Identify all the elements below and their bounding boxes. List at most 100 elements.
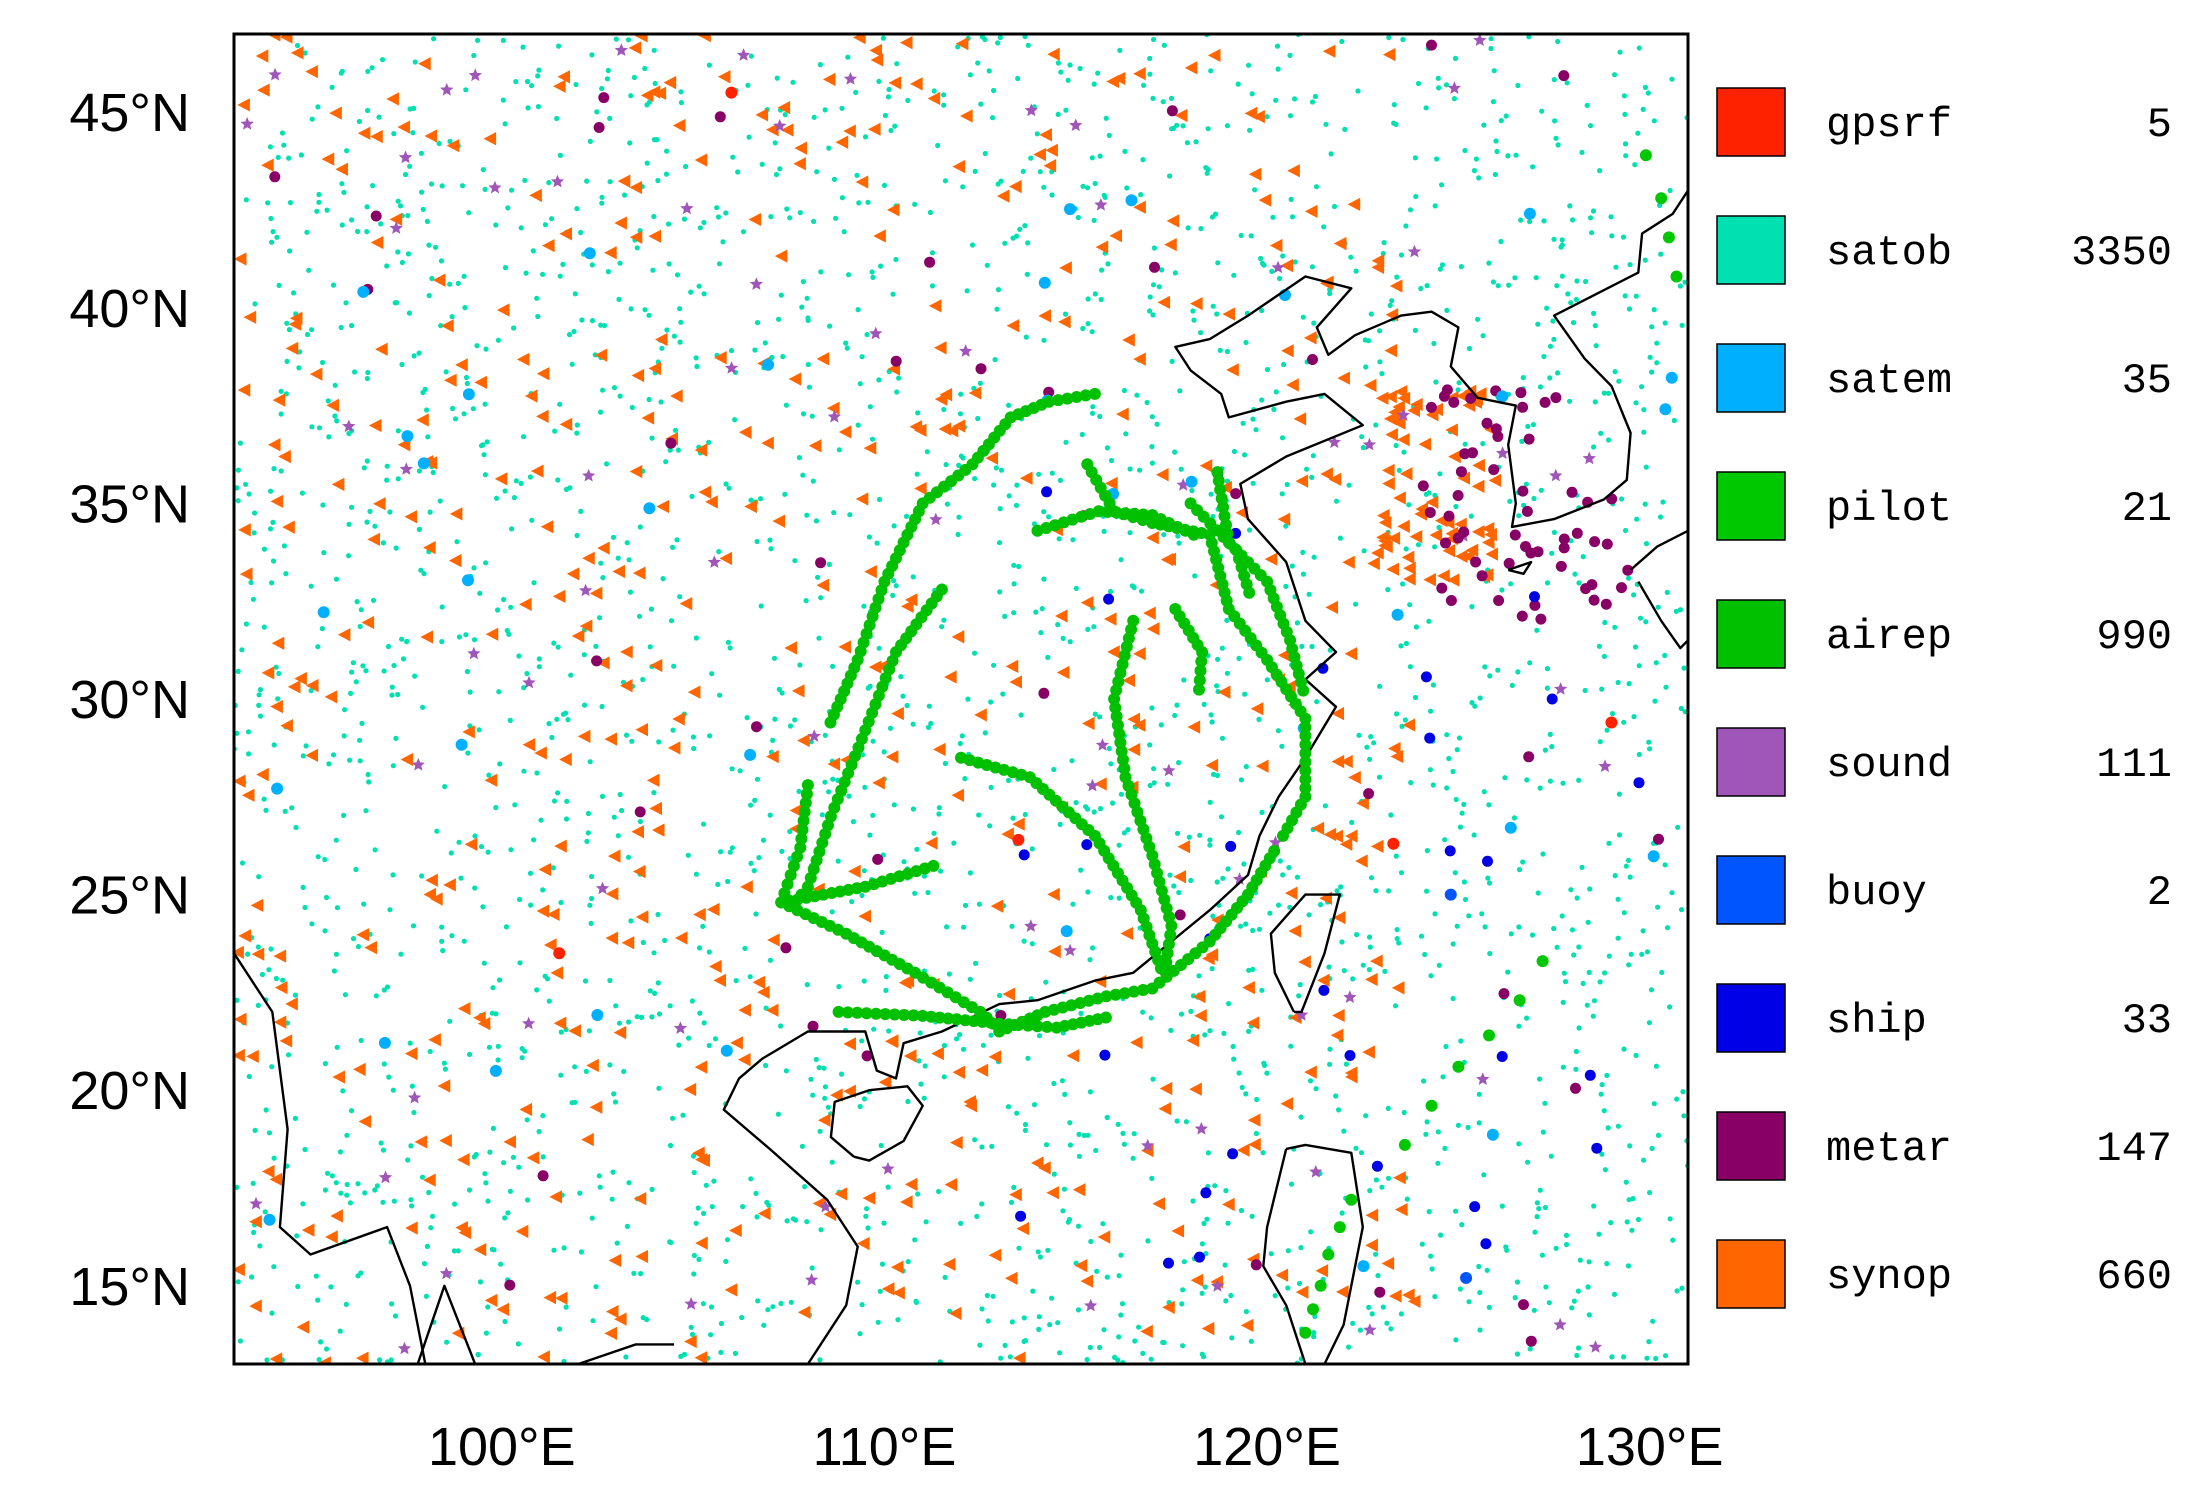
satob-dot [718,1320,725,1327]
satob-dot [846,272,852,278]
satob-dot [554,716,560,722]
satob-dot [1621,910,1627,916]
satob-dot [1075,214,1081,221]
sound-star [680,201,694,215]
metar-dot [1515,387,1527,399]
satob-dot [964,288,970,294]
satob-dot [392,300,398,306]
satob-dot [1516,1141,1522,1147]
satob-dot [1360,444,1366,451]
satob-dot [746,134,752,140]
airep-dot [1196,646,1209,659]
sound-star [398,150,413,164]
satob-dot [439,938,445,944]
synop-triangle [714,351,727,365]
satob-dot [1486,880,1493,886]
synop-triangle [910,77,923,91]
satob-dot [1116,1273,1122,1279]
satob-dot [855,307,861,313]
legend-name: synop [1826,1253,1952,1301]
satob-dot [427,1048,433,1055]
synop-triangle [608,1253,622,1268]
synop-triangle [1484,528,1497,542]
satob-dot [1570,217,1576,223]
sound-star [1362,437,1377,451]
satob-dot [1543,1284,1549,1290]
satob-dot [1022,1121,1029,1128]
satob-dot [1311,554,1317,560]
synop-triangle [1133,352,1146,366]
satob-dot [412,673,418,679]
sound-star [1084,1298,1098,1312]
satob-dot [1366,967,1372,973]
satob-dot [1373,888,1379,894]
satob-dot [701,1210,707,1216]
satob-dot [519,1055,525,1061]
satob-dot [267,526,274,532]
satem-dot [263,1213,276,1226]
metar-dot [1520,541,1531,552]
pilot-dot [1398,1138,1411,1151]
synop-triangle [1177,840,1191,854]
satob-dot [1186,834,1192,840]
satob-dot [663,459,669,465]
satob-dot [751,868,757,874]
synop-triangle [1332,910,1346,925]
satob-dot [1585,919,1591,925]
satob-dot [1239,1084,1245,1091]
satob-dot [1016,563,1022,570]
satob-dot [266,1130,273,1136]
synop-triangle [389,212,403,227]
satob-dot [1009,923,1015,929]
ship-dot [1420,671,1432,683]
synop-triangle [738,425,752,439]
metar-dot [1038,687,1050,699]
satob-dot [1461,879,1467,885]
satob-dot [1639,951,1645,957]
satob-dot [814,169,820,175]
satob-dot [718,849,724,855]
satob-dot [1117,47,1123,54]
satob-dot [1196,973,1202,979]
satob-dot [972,650,978,656]
satob-dot [268,488,274,494]
synop-triangle [1384,389,1397,404]
metar-dot [1452,490,1464,501]
satob-dot [1000,691,1006,697]
satob-dot [1033,609,1039,615]
satob-dot [1423,105,1429,111]
airep-dot [787,859,800,872]
synop-triangle [318,1356,331,1364]
satob-dot [1215,656,1221,662]
satob-dot [1606,840,1612,846]
satob-dot [1639,384,1645,390]
satob-dot [754,1214,760,1220]
synop-triangle [683,1082,697,1097]
airep-dot [1070,391,1083,403]
satob-dot [294,1233,300,1239]
satob-dot [1385,587,1391,593]
satob-dot [1588,123,1594,129]
satob-dot [1628,951,1634,957]
satob-dot [1236,829,1242,836]
y-tick-label: 25°N [69,866,190,926]
satob-dot [271,1155,277,1161]
satob-dot [338,1190,344,1196]
satob-dot [929,250,936,256]
synop-triangle [1370,839,1384,854]
synop-triangle [724,1283,738,1297]
synop-triangle [1107,645,1120,659]
satob-dot [1148,1015,1154,1021]
satob-dot [697,1010,703,1016]
synop-triangle [1430,402,1444,417]
metar-dot [807,1020,819,1032]
satob-dot [810,1092,816,1098]
satob-dot [772,140,778,146]
satob-dot [1049,1295,1055,1301]
satob-dot [1148,1356,1154,1362]
synop-triangle [635,910,649,924]
synop-triangle [1397,433,1410,447]
satob-dot [756,855,762,861]
synop-triangle [1097,1230,1111,1244]
metar-dot [269,171,281,183]
